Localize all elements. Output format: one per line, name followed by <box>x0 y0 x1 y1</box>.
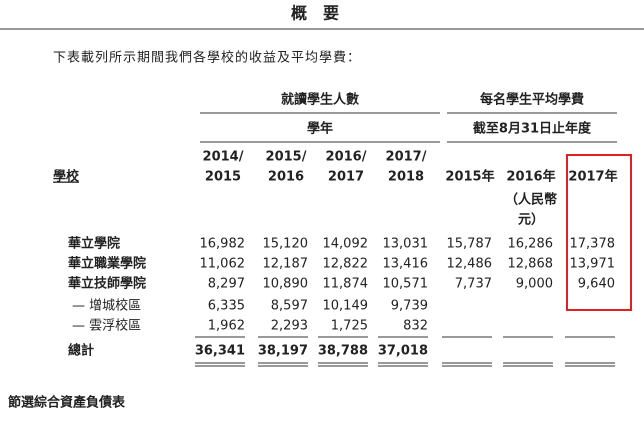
group-title: 就讀學生人數 <box>281 92 359 108</box>
cell: 9,640 <box>578 277 615 292</box>
cell: 8,297 <box>208 277 245 292</box>
group-subtitle: 學年 <box>307 121 333 137</box>
cell: 10,149 <box>323 299 369 314</box>
row-name: 華立職業學院 <box>68 256 146 272</box>
cell: 11,874 <box>323 277 369 292</box>
row-name: 華立學院 <box>68 236 120 252</box>
cell: 38,788 <box>318 344 368 359</box>
group-subtitle: 截至8月31日止年度 <box>473 121 592 137</box>
cell: 13,416 <box>383 257 429 272</box>
highlight-box <box>566 154 632 311</box>
cell: 13,031 <box>383 237 429 252</box>
intro: 下表載列所示期間我們各學校的收益及平均學費： <box>53 50 361 66</box>
cell: 1,725 <box>331 319 368 334</box>
cell: 16,286 <box>508 237 554 252</box>
cell: 36,341 <box>195 344 245 359</box>
cell: 7,737 <box>455 277 492 292</box>
cell: 1,962 <box>208 319 245 334</box>
cell: 8,597 <box>271 299 308 314</box>
column-header: 2014/ <box>203 150 244 165</box>
cell: 37,018 <box>378 344 428 359</box>
column-header: 2015年 <box>445 169 494 185</box>
cell: 12,486 <box>447 257 493 272</box>
cell: 12,868 <box>508 257 554 272</box>
cell: 6,335 <box>208 299 245 314</box>
unit-label: （人民幣 <box>505 192 557 208</box>
column-header: 2017 <box>328 170 364 185</box>
row-name: — 增城校區 <box>72 298 141 314</box>
column-header: 2015 <box>205 170 241 185</box>
column-header: 2018 <box>388 170 424 185</box>
unit-label: 元） <box>518 212 544 228</box>
cell: 16,982 <box>200 237 246 252</box>
cell: 38,197 <box>258 344 308 359</box>
group-title: 每名學生平均學費 <box>480 92 584 108</box>
column-header: 2017/ <box>386 150 427 165</box>
cell: 9,000 <box>516 277 553 292</box>
column-header: 2017年 <box>568 169 617 185</box>
school-label: 學校 <box>53 169 80 185</box>
cell: 10,571 <box>383 277 429 292</box>
page-title: 概 要 <box>291 4 339 23</box>
cell: 9,739 <box>391 299 428 314</box>
cell: 12,187 <box>263 257 309 272</box>
column-header: 2015/ <box>266 150 307 165</box>
cell: 13,971 <box>570 257 616 272</box>
cell: 832 <box>403 319 428 334</box>
cell: 11,062 <box>200 257 246 272</box>
row-name: 總計 <box>68 343 94 359</box>
cell: 17,378 <box>570 237 616 252</box>
column-header: 2016/ <box>326 150 367 165</box>
cell: 15,787 <box>447 237 493 252</box>
row-name: — 雲浮校區 <box>72 318 141 334</box>
cell: 15,120 <box>263 237 309 252</box>
column-header: 2016 <box>268 170 304 185</box>
section-title: 節選綜合資產負債表 <box>8 395 126 411</box>
cell: 2,293 <box>271 319 308 334</box>
cell: 10,890 <box>263 277 309 292</box>
cell: 14,092 <box>323 237 369 252</box>
row-name: 華立技師學院 <box>68 276 146 292</box>
column-header: 2016年 <box>506 169 555 185</box>
cell: 12,822 <box>323 257 369 272</box>
